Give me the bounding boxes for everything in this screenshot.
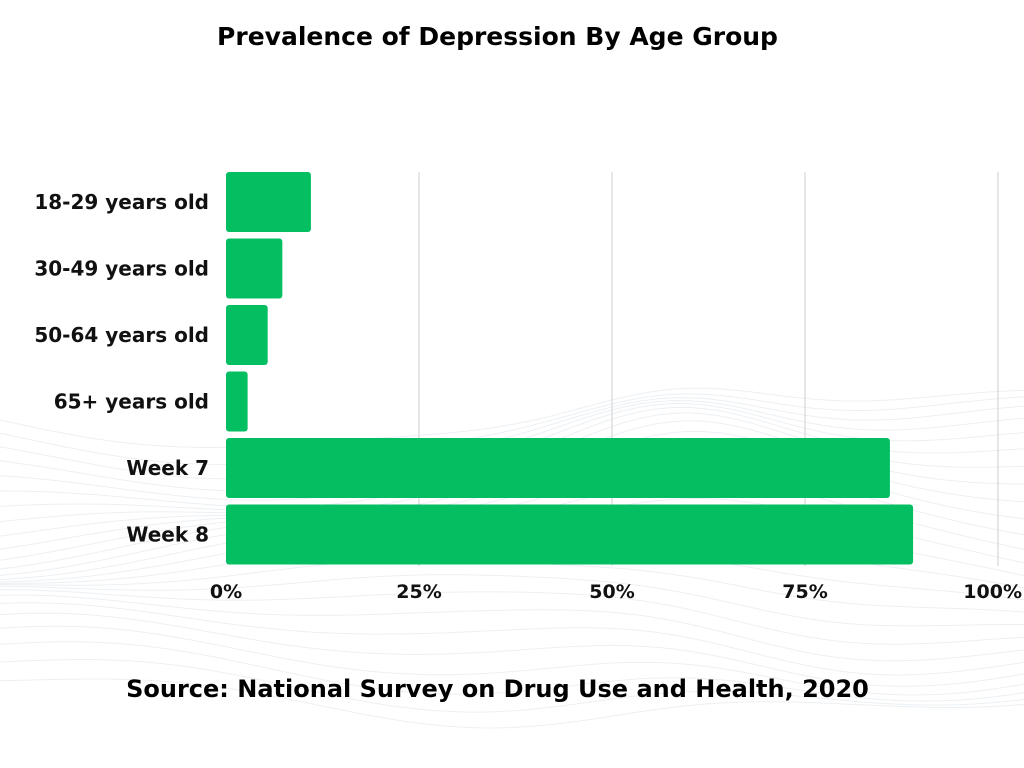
category-label: 50-64 years old bbox=[34, 323, 209, 347]
x-tick-labels: 0% 25% 50% 75% 100% bbox=[210, 581, 1022, 603]
bar bbox=[226, 504, 914, 565]
source-note: Source: National Survey on Drug Use and … bbox=[126, 675, 869, 703]
category-label: 65+ years old bbox=[54, 390, 209, 414]
bar-chart: 18-29 years old 30-49 years old 50-64 year… bbox=[34, 172, 1022, 603]
category-label: 30-49 years old bbox=[34, 257, 209, 281]
wave-line bbox=[0, 397, 1024, 480]
bar bbox=[226, 172, 311, 232]
category-label: 18-29 years old bbox=[34, 190, 209, 214]
bar bbox=[226, 305, 268, 365]
bar bbox=[226, 438, 890, 498]
bar bbox=[226, 238, 283, 299]
x-tick-label: 100% bbox=[963, 581, 1022, 603]
category-label: Week 8 bbox=[126, 523, 209, 547]
category-label: Week 7 bbox=[126, 456, 209, 480]
x-tick-label: 75% bbox=[782, 581, 827, 603]
wave-line bbox=[0, 602, 1024, 676]
chart-title: Prevalence of Depression By Age Group bbox=[217, 22, 778, 51]
bars bbox=[226, 172, 914, 565]
wave-line bbox=[0, 612, 1024, 687]
category-labels: 18-29 years old 30-49 years old 50-64 year… bbox=[34, 190, 209, 547]
wave-line bbox=[0, 574, 1024, 627]
wave-line bbox=[0, 393, 1024, 465]
wave-line bbox=[0, 387, 1024, 449]
gridlines bbox=[418, 172, 999, 566]
x-tick-label: 50% bbox=[589, 581, 634, 603]
wave-line bbox=[0, 678, 1024, 729]
x-tick-label: 0% bbox=[210, 581, 242, 603]
x-tick-label: 25% bbox=[396, 581, 441, 603]
wave-line bbox=[0, 625, 1024, 696]
wave-line bbox=[0, 658, 1024, 713]
wave-line bbox=[0, 589, 1024, 645]
wave-line bbox=[0, 641, 1024, 702]
bar bbox=[226, 371, 248, 432]
wave-line bbox=[0, 594, 1024, 662]
